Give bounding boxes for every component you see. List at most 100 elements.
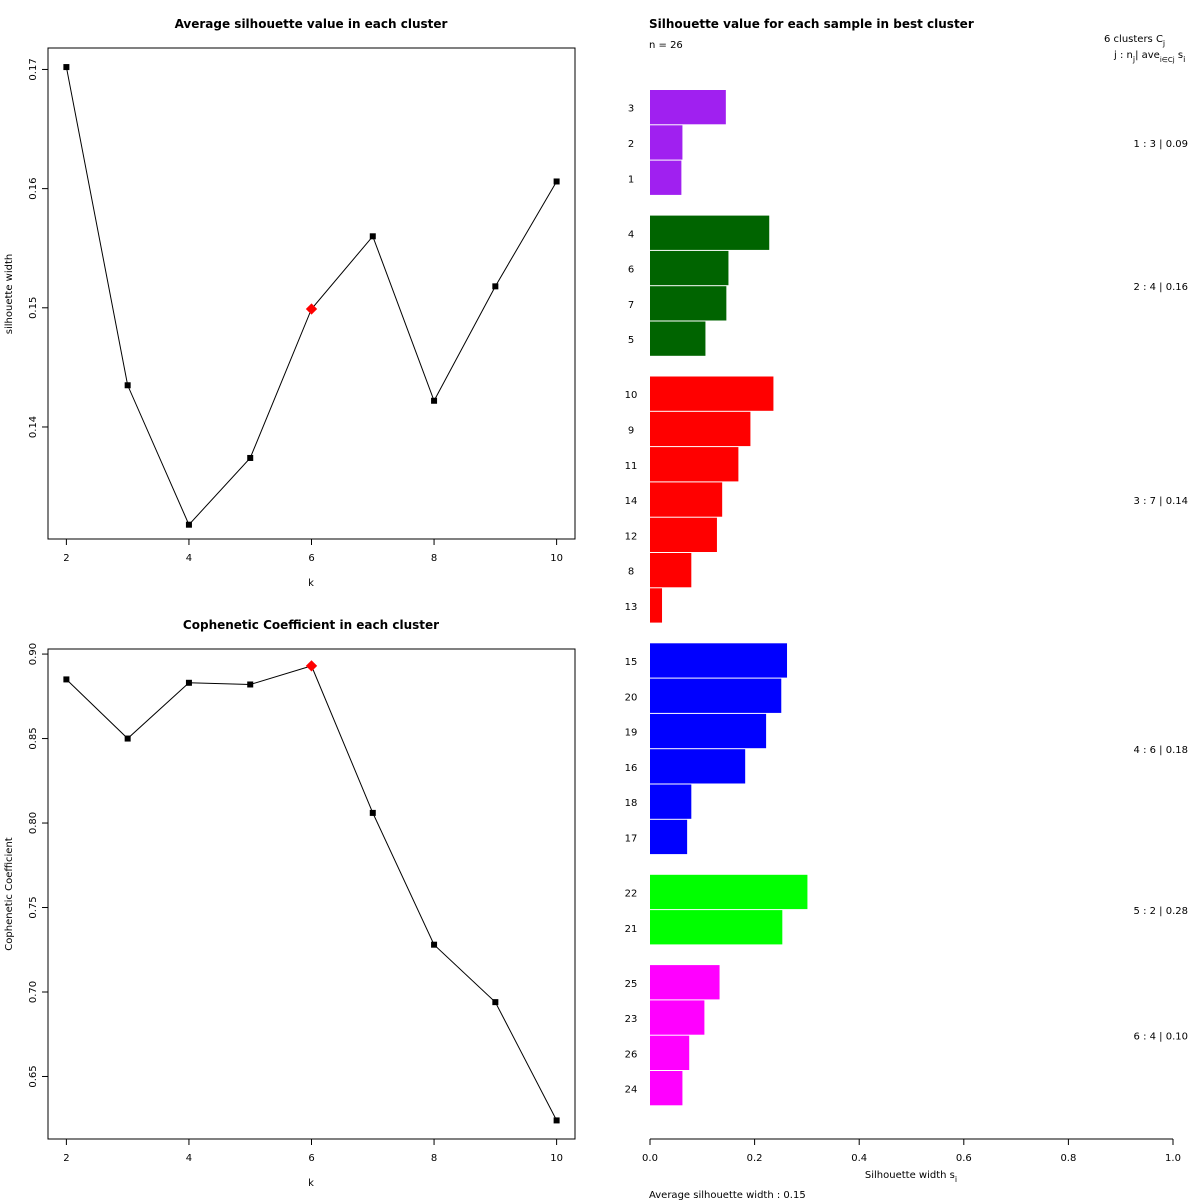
silhouette-bar: [650, 286, 727, 321]
sample-label: 16: [625, 763, 638, 774]
data-point: [247, 454, 254, 461]
silhouette-bar: [650, 643, 788, 678]
silhouette-line-chart: Average silhouette value in each cluster…: [4, 17, 576, 589]
legend-subheader-end: s: [1175, 50, 1183, 61]
y-axis-label: silhouette width: [4, 254, 15, 334]
cluster-summary: 3 : 7 | 0.14: [1134, 496, 1188, 507]
silhouette-bar: [650, 376, 774, 411]
svg-text:6 clusters Cj: 6 clusters Cj: [1104, 34, 1165, 48]
silhouette-bar: [650, 1000, 705, 1035]
data-point: [492, 999, 499, 1006]
x-tick-label: 8: [431, 1153, 437, 1164]
legend-header: 6 clusters Cj j : nj| avei∈Cj si: [1104, 34, 1185, 64]
legend-subscript-i: i: [1183, 55, 1185, 64]
sample-label: 25: [625, 979, 638, 990]
sample-label: 6: [628, 265, 634, 276]
y-tick-label: 0.85: [28, 727, 39, 749]
x-tick-label: 8: [431, 553, 437, 564]
silhouette-bar: [650, 447, 739, 482]
data-point: [369, 809, 376, 816]
x-tick-label: 4: [186, 1153, 192, 1164]
x-tick-label: 0.4: [851, 1153, 867, 1164]
legend-subheader-text: j : n: [1113, 50, 1133, 61]
sample-label: 12: [625, 531, 638, 542]
sample-label: 15: [625, 657, 638, 668]
series-line: [65, 66, 558, 526]
data-point: [124, 735, 131, 742]
sample-label: 4: [628, 229, 634, 240]
y-tick-label: 0.16: [28, 177, 39, 199]
x-tick-label: 4: [186, 553, 192, 564]
data-point: [185, 679, 192, 686]
silhouette-bar: [650, 965, 720, 1000]
y-tick-label: 0.14: [28, 416, 39, 438]
sample-label: 8: [628, 567, 634, 578]
data-point: [553, 1117, 560, 1124]
sample-label: 21: [625, 924, 638, 935]
y-tick-label: 0.17: [28, 58, 39, 80]
svg-text:j : nj| avei∈Cj si: j : nj| avei∈Cj si: [1113, 50, 1185, 64]
data-point: [369, 233, 376, 240]
data-point: [185, 521, 192, 528]
y-tick-label: 0.65: [28, 1065, 39, 1087]
series-line: [66, 665, 558, 1121]
sample-label: 19: [625, 728, 638, 739]
silhouette-bar: [650, 321, 706, 356]
cluster-summary: 1 : 3 | 0.09: [1134, 139, 1188, 150]
sample-label: 23: [625, 1014, 638, 1025]
y-tick-label: 0.15: [28, 297, 39, 319]
data-point: [63, 676, 70, 683]
chart-title: Average silhouette value in each cluster: [175, 17, 448, 31]
legend-header-subscript: j: [1162, 39, 1165, 48]
x-tick-label: 6: [308, 1153, 314, 1164]
highlight-point: [305, 303, 318, 315]
data-point: [553, 178, 560, 185]
silhouette-bar: [650, 819, 688, 855]
sample-label: 18: [625, 798, 638, 809]
sample-label: 5: [628, 335, 634, 346]
x-tick-label: 10: [550, 553, 563, 564]
data-point: [247, 681, 254, 688]
cophenetic-line-chart: Cophenetic Coefficient in each cluster k…: [4, 618, 576, 1189]
x-tick-label: 2: [63, 553, 69, 564]
silhouette-bar: [650, 215, 770, 250]
x-axis-label: Silhouette width s: [865, 1170, 955, 1181]
average-silhouette-label: Average silhouette width : 0.15: [649, 1190, 806, 1200]
legend-header-text: 6 clusters C: [1104, 34, 1163, 45]
sample-label: 14: [625, 496, 638, 507]
x-tick-label: 0.0: [642, 1153, 658, 1164]
x-tick-label: 6: [308, 553, 314, 564]
x-tick-label: 0.2: [747, 1153, 763, 1164]
y-tick-label: 0.75: [28, 896, 39, 918]
cluster-summary: 6 : 4 | 0.10: [1134, 1032, 1188, 1043]
x-tick-label: 10: [550, 1153, 563, 1164]
plot-frame: [47, 47, 576, 540]
silhouette-bar: [650, 250, 729, 286]
cluster-summary: 5 : 2 | 0.28: [1134, 906, 1188, 917]
y-axis-label: Cophenetic Coefficient: [4, 837, 15, 950]
silhouette-bar: [650, 553, 692, 588]
x-tick-label: 2: [63, 1153, 69, 1164]
x-axis-label: k: [308, 1178, 314, 1189]
silhouette-bar: [650, 1035, 690, 1070]
sample-label: 1: [628, 174, 634, 185]
silhouette-bar: [650, 874, 808, 910]
data-point: [124, 382, 131, 389]
sample-label: 9: [628, 425, 634, 436]
sample-label: 17: [625, 833, 638, 844]
data-point: [492, 283, 499, 290]
sample-label: 3: [628, 104, 634, 115]
silhouette-bar: [650, 125, 683, 160]
x-axis-label: k: [308, 578, 314, 589]
x-tick-label: 1.0: [1165, 1153, 1181, 1164]
highlight-point: [305, 660, 318, 672]
data-point: [63, 64, 70, 71]
data-point: [431, 941, 438, 948]
silhouette-bar: [650, 517, 717, 552]
silhouette-bar: [650, 784, 692, 819]
sample-label: 2: [628, 139, 634, 150]
data-point: [431, 397, 438, 404]
sample-count-label: n = 26: [649, 40, 683, 51]
sample-label: 26: [625, 1049, 638, 1060]
